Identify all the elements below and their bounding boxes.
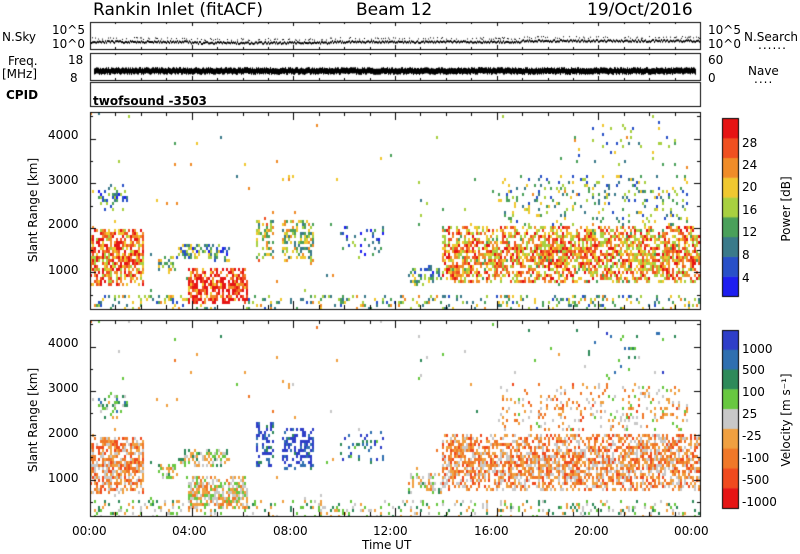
velocity-ytick: 2000	[48, 426, 79, 440]
power-cbar-tick: 24	[742, 158, 758, 172]
power-cbar-tick: 28	[742, 136, 758, 150]
beam-title: Beam 12	[356, 0, 433, 20]
nave-label: Nave	[748, 64, 779, 78]
freq-unit-label: [MHz]	[2, 67, 38, 81]
power-ytick: 4000	[48, 128, 79, 142]
velocity-ylabel: Slant Range [km]	[26, 367, 40, 473]
velocity-cbar-tick: -100	[742, 451, 770, 465]
station-title: Rankin Inlet (fitACF)	[93, 0, 264, 20]
velocity-cbar-tick: 100	[742, 385, 765, 399]
x-tick: 04:00	[172, 524, 207, 538]
freq-tick-bottom: 8	[70, 71, 78, 85]
power-cbar-tick: 8	[742, 248, 750, 262]
x-tick: 16:00	[474, 524, 509, 538]
x-tick: 08:00	[273, 524, 308, 538]
power-ytick: 3000	[48, 173, 79, 187]
velocity-cbar-tick: 1000	[742, 342, 773, 356]
velocity-cbar-label: Velocity [m s⁻¹]	[779, 373, 793, 467]
power-cbar-tick: 12	[742, 225, 758, 239]
nsearch-tick-top: 10^5	[708, 23, 741, 37]
nave-tick-top: 60	[708, 53, 724, 67]
nsearch-dots: ......	[758, 38, 787, 52]
power-cbar-tick: 16	[742, 203, 758, 217]
nsearch-tick-bottom: 10^0	[708, 37, 741, 51]
x-axis-label: Time UT	[362, 538, 412, 552]
date-title: 19/Oct/2016	[587, 0, 693, 20]
nsky-tick-top: 10^5	[52, 23, 85, 37]
velocity-ytick: 3000	[48, 381, 79, 395]
x-tick: 00:00	[72, 524, 107, 538]
power-ytick: 1000	[48, 263, 79, 277]
freq-tick-top: 18	[68, 53, 84, 67]
velocity-cbar-tick: -500	[742, 473, 770, 487]
nsky-label: N.Sky	[2, 30, 37, 44]
velocity-cbar-tick: -1000	[742, 495, 777, 509]
power-cbar-tick: 20	[742, 180, 758, 194]
velocity-ytick: 1000	[48, 471, 79, 485]
nsearch-label: N.Search	[744, 30, 799, 44]
velocity-ytick: 4000	[48, 336, 79, 350]
velocity-cbar-tick: 500	[742, 363, 765, 377]
nave-dots: ....	[754, 72, 774, 86]
x-tick: 12:00	[373, 524, 408, 538]
power-ytick: 2000	[48, 217, 79, 231]
power-cbar-label: Power [dB]	[779, 176, 793, 242]
x-tick: 00:00	[674, 524, 709, 538]
velocity-cbar-tick: 25	[742, 407, 758, 421]
cpid-program: twofsound -3503	[93, 94, 207, 108]
power-cbar-tick: 4	[742, 271, 750, 285]
cpid-label: CPID	[6, 88, 39, 102]
power-ylabel: Slant Range [km]	[26, 157, 40, 263]
nsky-tick-bottom: 10^0	[52, 37, 85, 51]
velocity-cbar-tick: -25	[742, 429, 762, 443]
freq-label: Freq.	[8, 54, 38, 68]
nave-tick-bottom: 0	[708, 71, 716, 85]
x-tick: 20:00	[574, 524, 609, 538]
